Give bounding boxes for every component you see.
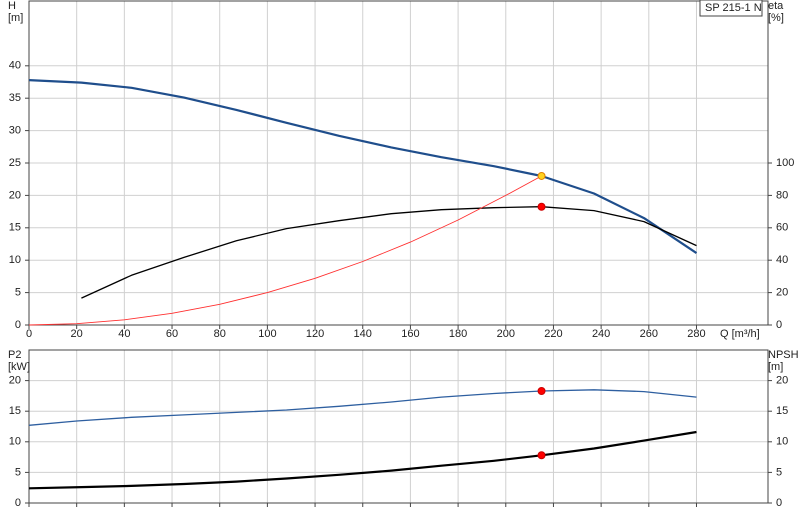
- y-tick-label: 25: [9, 157, 21, 169]
- x-tick-label: 180: [449, 328, 467, 340]
- y2-axis-unit: [%]: [768, 12, 784, 24]
- x-tick-label: 280: [687, 328, 705, 340]
- y2-tick-label: 20: [776, 375, 788, 387]
- title-box: [699, 0, 763, 17]
- y-tick-label: 0: [15, 497, 21, 509]
- y2-axis-label: eta: [768, 0, 784, 12]
- y-tick-label: 15: [9, 222, 21, 234]
- x-tick-label: 20: [71, 328, 83, 340]
- x-tick-label: 240: [592, 328, 610, 340]
- curve: [28, 389, 697, 426]
- y-tick-label: 15: [9, 405, 21, 417]
- curve: [28, 79, 698, 255]
- y2-tick-label: 5: [776, 466, 782, 478]
- y2-tick-label: 0: [776, 497, 782, 509]
- y-axis-label: H: [8, 0, 16, 12]
- y-tick-label: 5: [15, 466, 21, 478]
- duty-point: [537, 451, 546, 460]
- y2-axis-unit: [m]: [768, 361, 783, 373]
- x-tick-label: 160: [401, 328, 419, 340]
- y-axis-unit: [kW]: [8, 361, 30, 373]
- chart-title: SP 215-1 N: [705, 2, 762, 14]
- x-tick-label: 200: [497, 328, 515, 340]
- y-tick-label: 20: [9, 375, 21, 387]
- y-tick-label: 35: [9, 92, 21, 104]
- curve: [28, 430, 697, 490]
- plot-frame: [28, 0, 769, 326]
- y-tick-label: 40: [9, 60, 21, 72]
- x-tick-label: 80: [214, 328, 226, 340]
- x-tick-label: 100: [258, 328, 276, 340]
- y-tick-label: 10: [9, 254, 21, 266]
- plot-frame: [28, 349, 769, 504]
- x-tick-label: 220: [544, 328, 562, 340]
- curve: [81, 206, 697, 299]
- x-tick-label: 260: [640, 328, 658, 340]
- y2-tick-label: 100: [776, 157, 794, 169]
- y-axis-label: P2: [8, 349, 21, 361]
- y-tick-label: 5: [15, 287, 21, 299]
- y2-tick-label: 15: [776, 405, 788, 417]
- y2-axis-label: NPSH: [768, 349, 799, 361]
- x-tick-label: 140: [354, 328, 372, 340]
- y2-tick-label: 40: [776, 254, 788, 266]
- y2-tick-label: 0: [776, 319, 782, 331]
- x-axis-label: Q [m³/h]: [720, 328, 760, 340]
- y-tick-label: 0: [15, 319, 21, 331]
- y2-tick-label: 20: [776, 287, 788, 299]
- curve: [28, 175, 542, 326]
- duty-point: [537, 387, 546, 396]
- x-tick-label: 60: [166, 328, 178, 340]
- duty-point: [537, 202, 546, 211]
- y2-tick-label: 60: [776, 222, 788, 234]
- x-tick-label: 120: [306, 328, 324, 340]
- y-tick-label: 30: [9, 125, 21, 137]
- x-tick-label: 40: [118, 328, 130, 340]
- y-axis-unit: [m]: [8, 12, 23, 24]
- y-tick-label: 10: [9, 436, 21, 448]
- y2-tick-label: 10: [776, 436, 788, 448]
- duty-point: [537, 171, 546, 180]
- y-tick-label: 20: [9, 189, 21, 201]
- x-tick-label: 0: [26, 328, 32, 340]
- y2-tick-label: 80: [776, 189, 788, 201]
